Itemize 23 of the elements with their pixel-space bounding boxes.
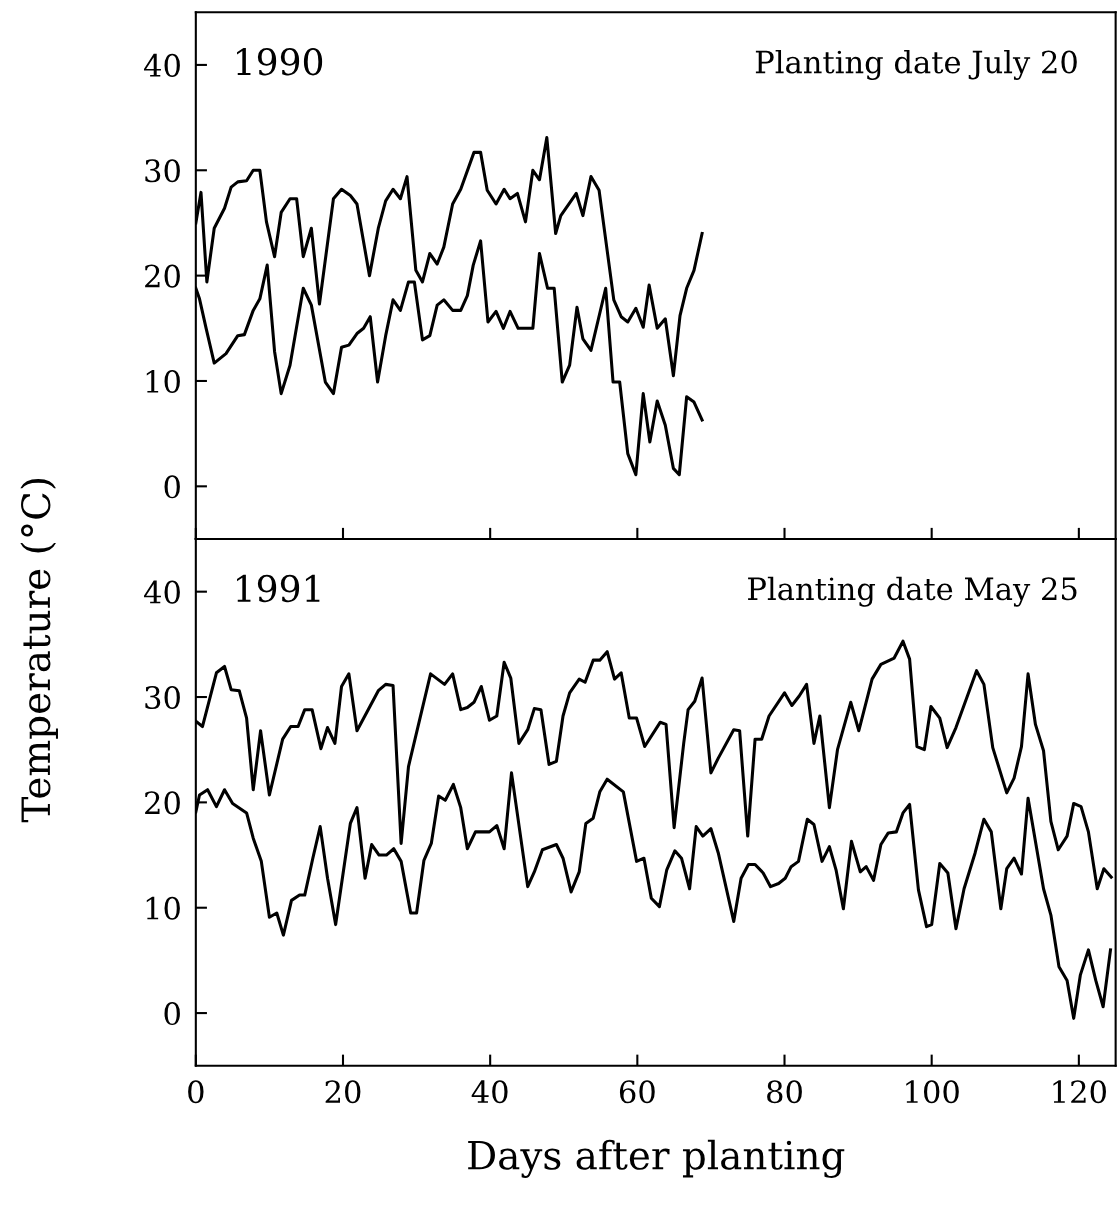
y-tick-label: 0 (164, 1002, 180, 1026)
x-tick-label: 120 (1053, 1080, 1106, 1104)
x-tick-label: 20 (325, 1080, 361, 1104)
annotation: 1990 (237, 48, 323, 76)
y-tick-label: 20 (145, 791, 180, 815)
y-tick-label: 10 (146, 369, 180, 394)
y-tick-label: 30 (145, 159, 180, 183)
y-tick-label: 40 (143, 53, 180, 77)
y-tick-label: 40 (143, 580, 180, 604)
x-axis-title: Days after planting (468, 1139, 845, 1178)
x-tick-label: 80 (767, 1080, 802, 1104)
y-tick-label: 0 (164, 475, 180, 499)
y-tick-label: 30 (145, 685, 180, 710)
x-tick-label: 40 (471, 1080, 508, 1104)
annotation: 1991 (237, 574, 320, 603)
y-tick-label: 20 (145, 264, 180, 288)
y-tick-label: 10 (146, 896, 180, 920)
x-tick-label: 100 (906, 1080, 959, 1104)
annotation: Planting date July 20 (755, 49, 1077, 80)
y-axis-title: Temperature (°C) (20, 478, 58, 823)
annotation: Planting date May 25 (748, 576, 1077, 607)
x-tick-label: 60 (619, 1080, 655, 1104)
x-tick-label: 0 (188, 1080, 204, 1104)
